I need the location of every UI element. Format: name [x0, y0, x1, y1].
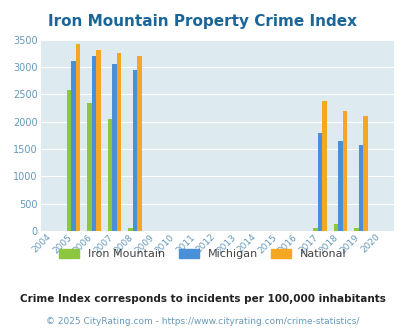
Bar: [333, 224, 337, 231]
Bar: [92, 56, 96, 231]
Bar: [358, 145, 362, 231]
Bar: [362, 115, 367, 231]
Bar: [128, 228, 132, 231]
Text: Crime Index corresponds to incidents per 100,000 inhabitants: Crime Index corresponds to incidents per…: [20, 294, 385, 304]
Bar: [112, 64, 117, 231]
Bar: [117, 53, 121, 231]
Bar: [87, 103, 92, 231]
Text: Iron Mountain Property Crime Index: Iron Mountain Property Crime Index: [48, 14, 357, 29]
Bar: [342, 111, 346, 231]
Bar: [337, 141, 342, 231]
Text: © 2025 CityRating.com - https://www.cityrating.com/crime-statistics/: © 2025 CityRating.com - https://www.city…: [46, 317, 359, 326]
Legend: Iron Mountain, Michigan, National: Iron Mountain, Michigan, National: [55, 244, 350, 263]
Bar: [107, 119, 112, 231]
Bar: [132, 70, 137, 231]
Bar: [66, 90, 71, 231]
Bar: [75, 44, 80, 231]
Bar: [321, 101, 326, 231]
Bar: [312, 228, 317, 231]
Bar: [317, 133, 321, 231]
Bar: [71, 61, 75, 231]
Bar: [96, 50, 100, 231]
Bar: [353, 228, 358, 231]
Bar: [137, 56, 141, 231]
